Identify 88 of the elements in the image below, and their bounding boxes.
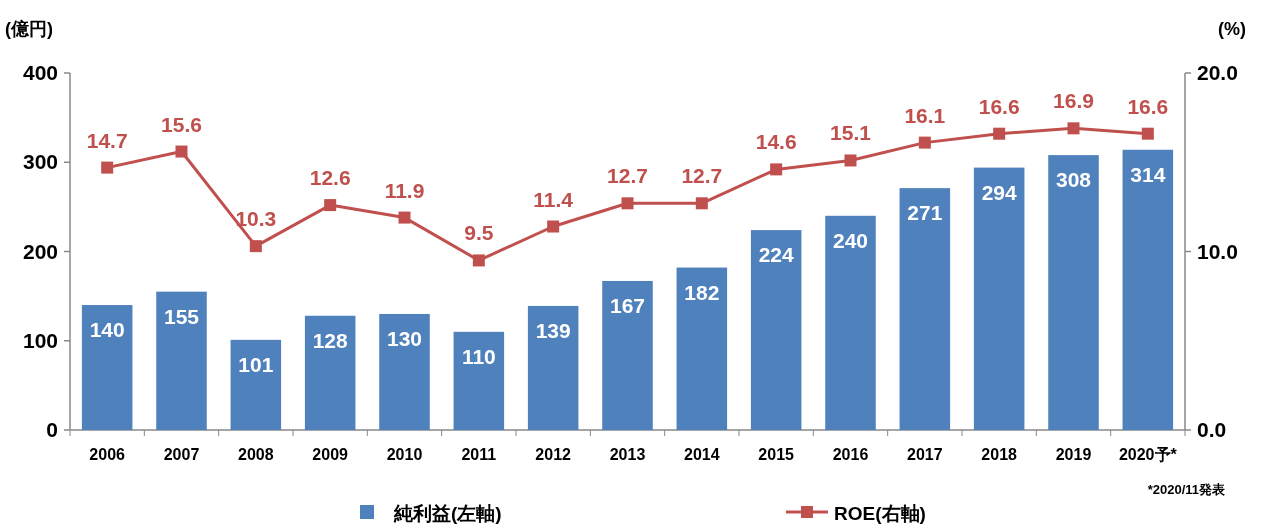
data-label: 271 <box>907 201 943 225</box>
bar <box>973 167 1025 430</box>
data-label: 10.3 <box>235 207 277 231</box>
x-tick-label: 2013 <box>609 446 646 463</box>
data-label: 182 <box>684 280 720 304</box>
bar <box>527 305 579 430</box>
bar <box>230 339 282 430</box>
data-label: 9.5 <box>464 221 494 245</box>
data-label: 12.6 <box>309 166 351 190</box>
data-label: 308 <box>1055 168 1092 192</box>
bar <box>825 215 876 430</box>
x-tick-label: 2014 <box>684 446 720 463</box>
x-tick-label: 2018 <box>981 446 1018 463</box>
data-label: 16.6 <box>978 94 1020 118</box>
data-label: 314 <box>1130 162 1166 186</box>
y2-tick-label: 0.0 <box>1197 418 1227 441</box>
data-label: 240 <box>832 228 869 252</box>
data-label: 110 <box>461 344 496 368</box>
x-tick-label: 2009 <box>312 446 349 463</box>
point <box>621 197 634 210</box>
point <box>324 199 337 212</box>
data-label: 224 <box>758 243 794 267</box>
data-label: 16.1 <box>904 103 946 127</box>
bar <box>379 313 430 430</box>
data-label: 16.9 <box>1053 89 1094 113</box>
legend-label: 純利益(左軸) <box>393 503 502 524</box>
bar <box>676 267 728 430</box>
bar <box>81 305 133 430</box>
y2-tick-label: 20.0 <box>1197 61 1238 84</box>
data-label: 14.7 <box>86 128 128 152</box>
point <box>472 254 485 267</box>
point <box>175 145 188 158</box>
bar <box>156 291 207 430</box>
y-tick-label: 200 <box>22 239 58 263</box>
bar <box>1122 149 1174 430</box>
point <box>398 211 411 224</box>
legend-label: ROE(右軸) <box>834 503 926 524</box>
x-tick-label: 2019 <box>1055 446 1092 463</box>
bar <box>453 331 505 430</box>
bar <box>899 188 951 430</box>
x-tick-label: 2006 <box>89 446 126 463</box>
y2-tick-label: 10.0 <box>1197 239 1238 263</box>
x-tick-label: 2012 <box>535 446 572 463</box>
point <box>844 154 857 167</box>
data-label: 130 <box>386 326 423 350</box>
text: *2020/11発表 <box>1147 482 1226 497</box>
data-label: 14.6 <box>755 130 797 154</box>
data-label: 16.6 <box>1127 94 1169 118</box>
data-label: 128 <box>312 328 348 352</box>
point <box>770 163 783 176</box>
x-tick-label: 2015 <box>758 446 795 463</box>
point <box>101 161 114 174</box>
y-tick-label: 400 <box>22 61 58 84</box>
y-tick-label: 300 <box>22 150 58 174</box>
y-axis-title: (億円) <box>5 19 53 39</box>
x-tick-label: 2016 <box>832 446 869 463</box>
bar <box>1048 155 1099 430</box>
point <box>547 220 560 233</box>
x-tick-label: 2020予* <box>1118 446 1178 463</box>
data-label: 12.7 <box>681 164 723 188</box>
data-label: 294 <box>981 180 1017 204</box>
x-tick-label: 2011 <box>461 446 497 463</box>
x-tick-label: 2010 <box>386 446 423 463</box>
point <box>918 136 931 149</box>
point <box>249 240 262 253</box>
data-label: 155 <box>163 304 200 328</box>
bar <box>602 280 653 430</box>
point <box>1067 122 1080 135</box>
bar <box>750 230 802 430</box>
data-label: 139 <box>535 318 571 342</box>
data-label: 11.4 <box>533 187 574 211</box>
data-label: 11.9 <box>384 178 425 202</box>
data-label: 167 <box>609 293 646 317</box>
data-label: 140 <box>89 318 125 342</box>
y-tick-label: 100 <box>22 328 58 352</box>
x-tick-label: 2007 <box>163 446 200 463</box>
point <box>993 127 1006 140</box>
data-label: 12.7 <box>607 164 648 188</box>
data-label: 15.6 <box>161 112 202 136</box>
point <box>695 197 708 210</box>
y2-axis-title: (%) <box>1218 19 1246 39</box>
x-tick-label: 2017 <box>907 446 943 463</box>
bar <box>304 315 356 430</box>
data-label: 15.1 <box>830 121 872 145</box>
data-label: 101 <box>238 352 274 376</box>
y-tick-label: 0 <box>46 418 58 441</box>
point <box>1141 127 1154 140</box>
x-tick-label: 2008 <box>238 446 274 463</box>
